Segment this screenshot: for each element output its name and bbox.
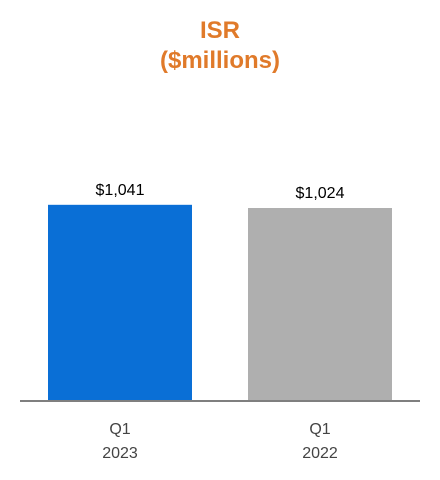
bar-1	[248, 208, 392, 400]
chart-title-block: ISR ($millions)	[0, 16, 440, 76]
data-label-0: $1,041	[96, 182, 145, 199]
chart-subtitle: ($millions)	[159, 47, 280, 74]
x-tick-label-0-line1: Q1	[109, 421, 130, 438]
bar-0	[48, 204, 192, 400]
x-tick-label-1-line1: Q1	[309, 421, 330, 438]
data-label-1: $1,024	[296, 185, 345, 202]
chart-title: ISR	[199, 17, 240, 44]
x-tick-label-1-line2: 2022	[302, 445, 338, 462]
x-tick-label-0-line2: 2023	[102, 445, 138, 462]
